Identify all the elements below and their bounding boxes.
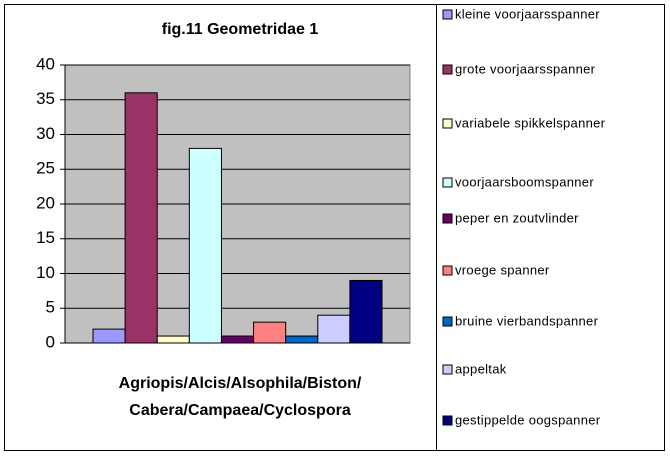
legend-label: appeltak <box>455 361 507 376</box>
legend-label: gestippelde oogspanner <box>455 412 601 427</box>
y-tick-label: 0 <box>46 332 55 351</box>
bar <box>188 147 222 344</box>
y-tick-label: 30 <box>36 124 55 143</box>
bar <box>317 314 351 344</box>
bar <box>156 335 190 344</box>
bar <box>285 335 319 344</box>
legend-swatch <box>442 64 453 75</box>
y-tick-label: 35 <box>36 89 55 108</box>
legend-box <box>436 4 665 451</box>
legend-swatch <box>442 316 453 327</box>
y-tick-label: 20 <box>36 193 55 212</box>
legend-swatch <box>442 265 453 276</box>
legend-swatch <box>442 415 453 426</box>
bar <box>92 328 126 344</box>
bar <box>253 321 287 344</box>
y-tick-label: 15 <box>36 228 55 247</box>
y-tick-label: 10 <box>36 263 55 282</box>
y-tick-label: 40 <box>36 54 55 73</box>
legend-label: peper en zoutvlinder <box>455 210 579 225</box>
legend-swatch <box>442 364 453 375</box>
y-tick-label: 5 <box>46 298 55 317</box>
x-axis-label: Cabera/Campaea/Cyclospora <box>129 402 351 419</box>
bar <box>349 279 383 344</box>
legend-label: vroege spanner <box>455 262 550 277</box>
bar <box>220 335 255 344</box>
legend-label: kleine voorjaarsspanner <box>455 6 600 21</box>
legend-label: variabele spikkelspanner <box>455 115 606 130</box>
chart-title: fig.11 Geometridae 1 <box>162 21 319 38</box>
x-axis-label: Agriopis/Alcis/Alsophila/Biston/ <box>119 375 362 392</box>
legend-label: grote voorjaarsspanner <box>455 61 596 76</box>
legend-swatch <box>442 213 453 224</box>
legend-swatch <box>442 9 453 20</box>
legend-label: bruine vierbandspanner <box>455 313 599 328</box>
legend-swatch <box>442 177 453 188</box>
legend-swatch <box>442 118 453 129</box>
y-tick-label: 25 <box>36 159 55 178</box>
legend-label: voorjaarsboomspanner <box>455 174 594 189</box>
bar <box>124 92 158 344</box>
